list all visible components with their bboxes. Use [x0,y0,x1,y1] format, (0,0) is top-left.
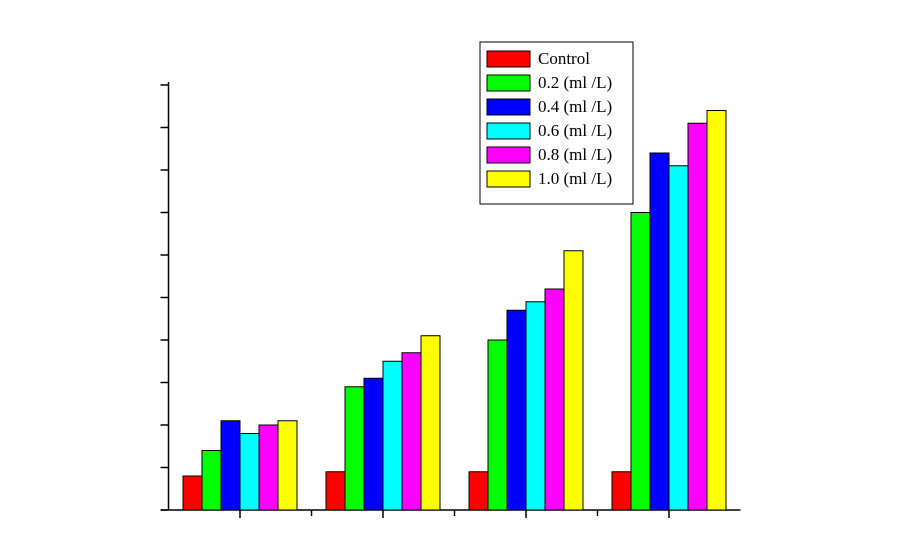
bar [258,424,279,511]
bar [687,122,708,511]
bar [420,335,441,511]
bar [544,288,565,511]
bar [401,352,422,511]
bar [525,301,546,511]
bar [239,433,260,511]
bar [630,212,651,511]
legend-swatch [486,50,531,68]
legend-swatch [486,98,531,116]
bar [382,360,403,511]
legend-label: 0.8 (ml /L) [538,145,612,164]
legend-label: 0.6 (ml /L) [538,121,612,140]
bar [563,250,584,511]
legend-label: 1.0 (ml /L) [538,169,612,188]
legend-label: 0.4 (ml /L) [538,97,612,116]
bar [487,339,508,511]
legend-swatch [486,146,531,164]
legend-swatch [486,170,531,188]
bar [325,471,346,511]
bar [277,420,298,511]
legend-swatch [486,74,531,92]
bar [363,377,384,511]
legend-swatch [486,122,531,140]
bar [344,386,365,511]
bar [706,110,727,511]
bar [201,450,222,511]
legend-label: 0.2 (ml /L) [538,73,612,92]
bar [468,471,489,511]
bar [220,420,241,511]
bar [668,165,689,511]
bar [649,152,670,511]
bar [611,471,632,511]
bar [506,309,527,511]
bar [182,475,203,511]
legend-label: Control [538,49,590,68]
